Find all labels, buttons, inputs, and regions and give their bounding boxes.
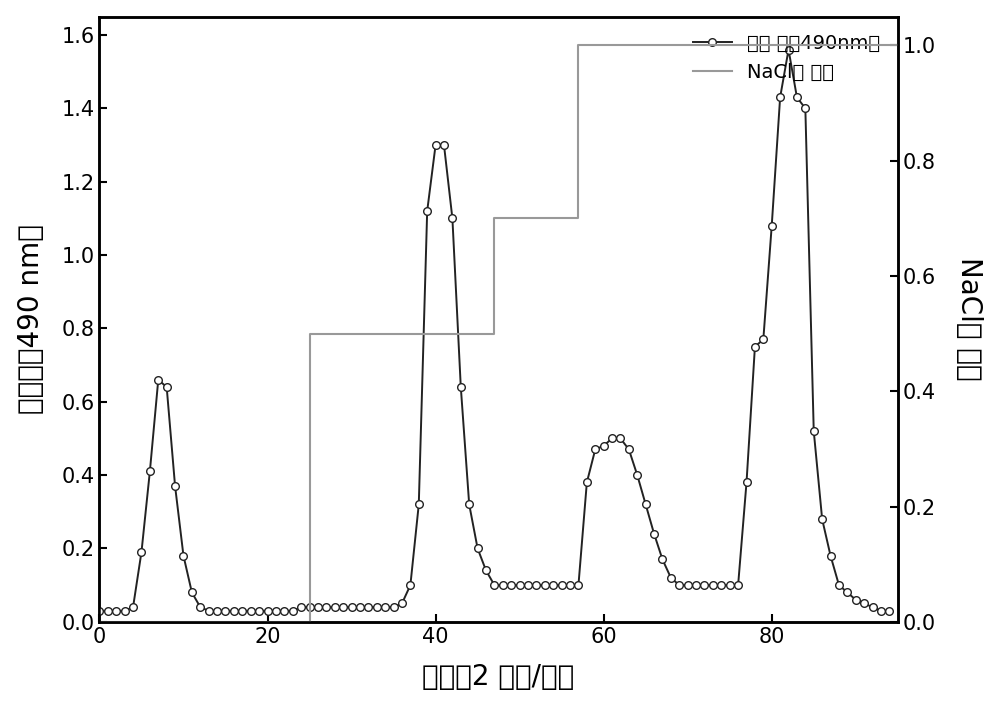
X-axis label: 管数（2 毫升/管）: 管数（2 毫升/管） (422, 663, 575, 691)
Legend: 吸收 值（490nm）, NaCl的 浓度: 吸收 值（490nm）, NaCl的 浓度 (685, 26, 888, 90)
Y-axis label: NaCl的 浓度: NaCl的 浓度 (955, 258, 983, 381)
Y-axis label: 吸收值（490 nm）: 吸收值（490 nm） (17, 224, 45, 414)
